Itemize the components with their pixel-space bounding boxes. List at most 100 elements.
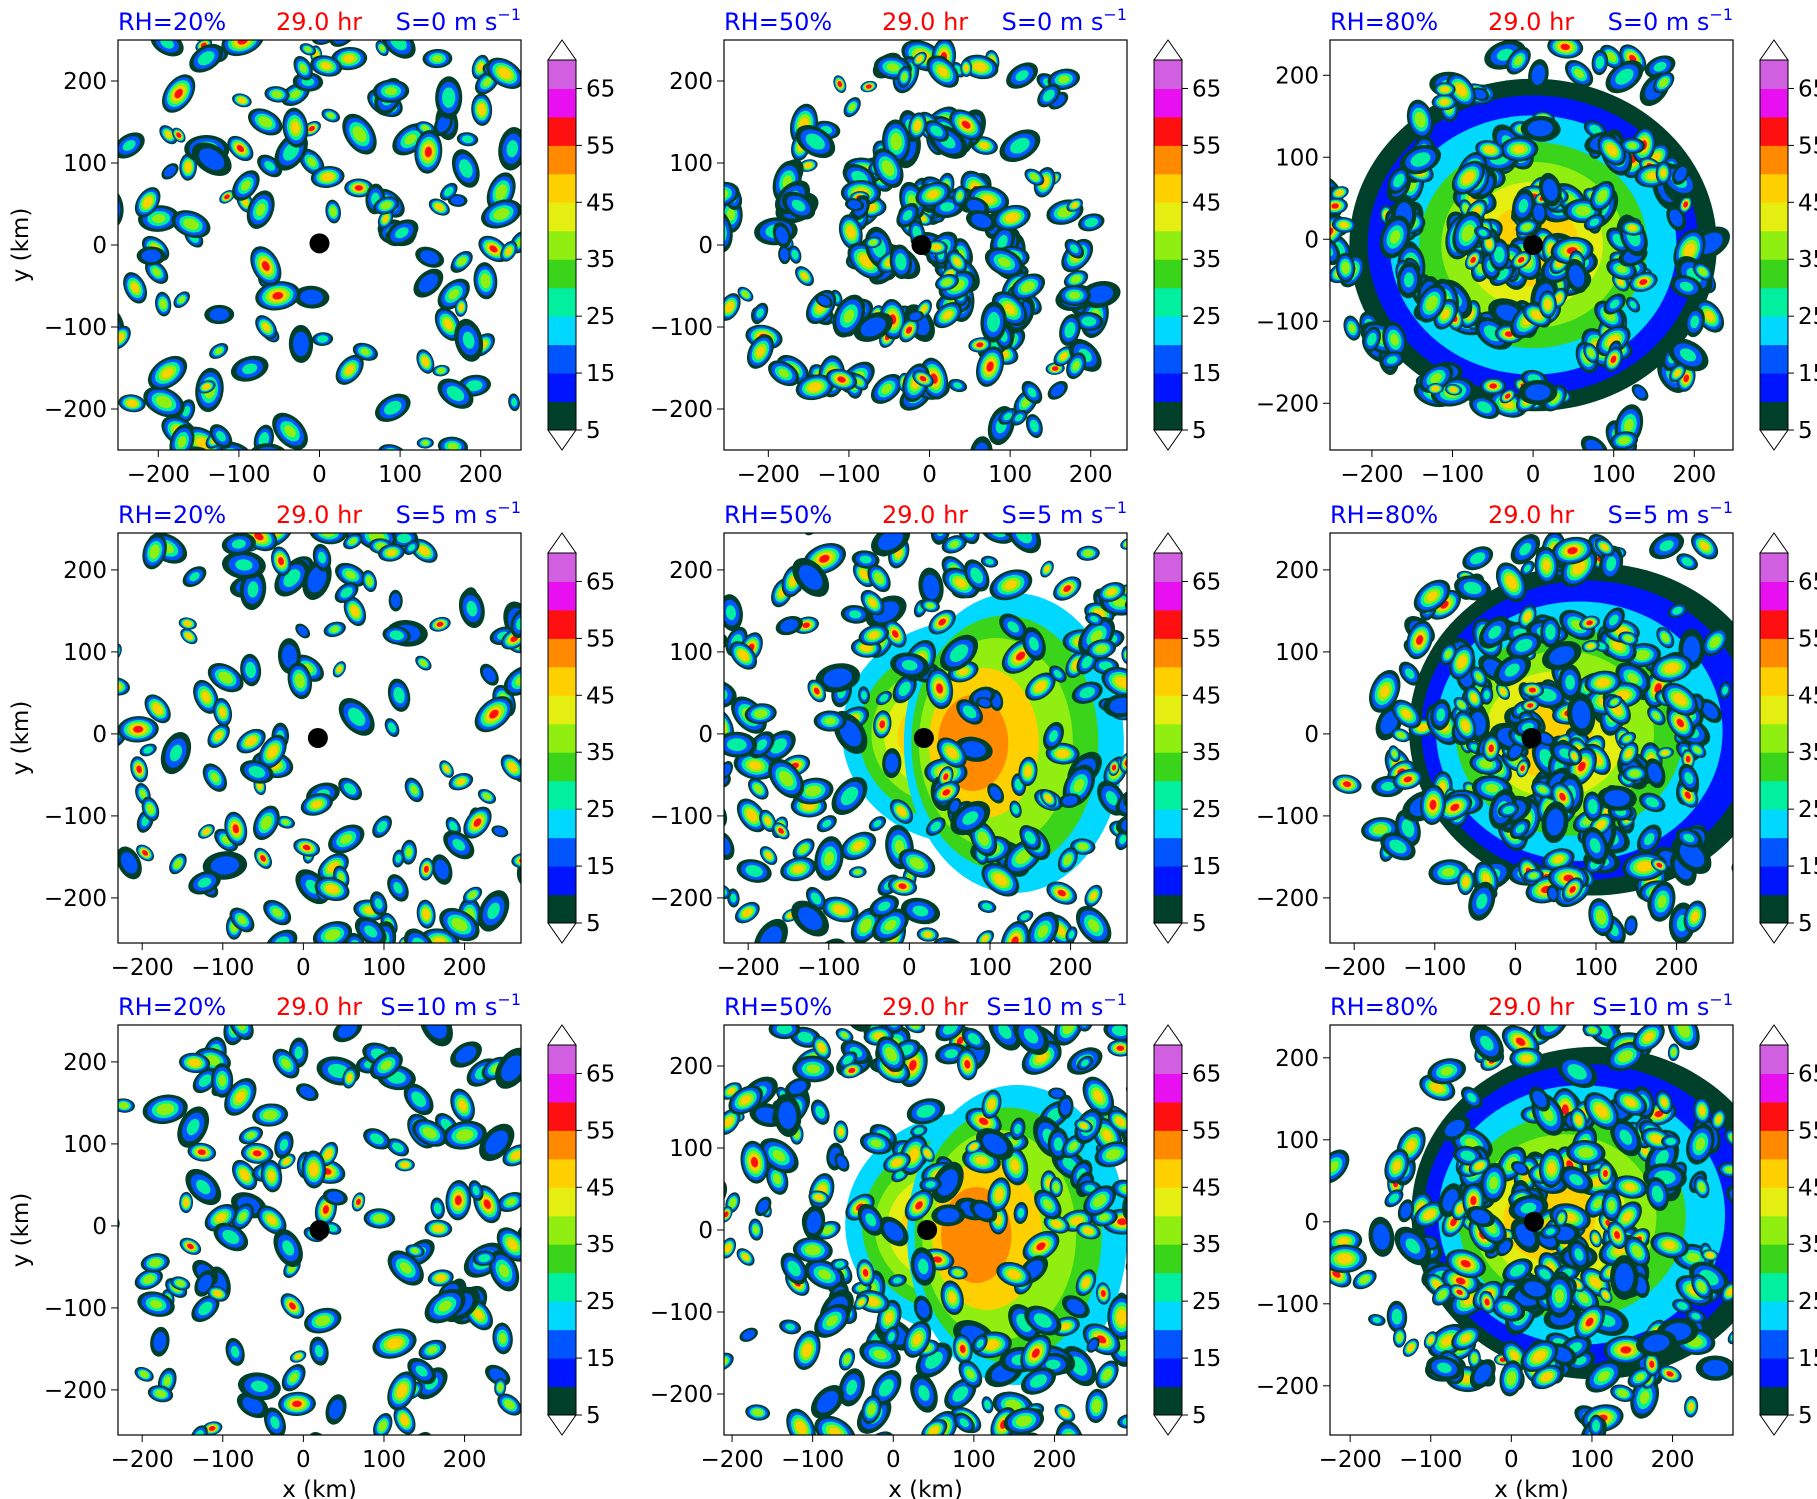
colorbar-segment	[548, 287, 576, 317]
convective-cell	[981, 935, 989, 942]
x-tick-label: 100	[968, 955, 1012, 981]
convective-cell	[261, 261, 270, 271]
colorbar-extend-low	[547, 429, 577, 451]
convective-cell	[1090, 892, 1097, 900]
colorbar-extend-low	[1153, 922, 1183, 944]
convective-cell	[533, 650, 546, 667]
convective-cell	[1335, 189, 1344, 196]
colorbar-segment	[1154, 202, 1182, 232]
convective-cell	[1574, 68, 1584, 79]
convective-cell	[837, 80, 843, 88]
convective-cell	[1403, 272, 1414, 288]
convective-cell	[775, 226, 789, 244]
storm-center-marker	[307, 728, 328, 748]
convective-cell	[218, 671, 233, 684]
convective-cell	[881, 383, 892, 394]
convective-cell	[197, 877, 212, 888]
convective-cell	[987, 311, 1001, 332]
convective-cell	[613, 712, 638, 733]
reflectivity-field	[74, 533, 642, 980]
convective-cell	[314, 943, 332, 962]
convective-cell	[1072, 360, 1080, 371]
convective-cell	[342, 958, 360, 980]
convective-cell	[901, 659, 918, 671]
convective-cell	[791, 249, 799, 260]
convective-cell	[539, 844, 547, 855]
storm-center-marker	[913, 728, 934, 748]
convective-cell	[493, 208, 510, 220]
colorbar-segment	[1760, 202, 1788, 232]
convective-cell	[1015, 961, 1024, 972]
convective-cell	[778, 827, 784, 834]
convective-cell	[916, 55, 923, 63]
convective-cell	[338, 872, 345, 882]
x-tick-label: 200	[1069, 462, 1113, 488]
convective-cell	[958, 668, 968, 676]
convective-cell	[291, 122, 300, 134]
convective-cell	[410, 785, 418, 795]
convective-cell	[162, 368, 173, 378]
convective-cell	[1478, 229, 1488, 237]
convective-cell	[979, 142, 989, 149]
convective-cell	[379, 45, 385, 52]
convective-cell	[1476, 401, 1492, 414]
convective-cell	[756, 308, 764, 318]
convective-cell	[477, 63, 484, 72]
colorbar-segment	[1760, 259, 1788, 289]
convective-cell	[466, 600, 478, 617]
convective-cell	[340, 587, 353, 599]
convective-cell	[833, 904, 847, 915]
convective-cell	[74, 782, 83, 794]
convective-cell	[189, 572, 200, 582]
convective-cell	[621, 719, 630, 727]
convective-cell	[580, 653, 598, 666]
convective-cell	[976, 342, 984, 348]
colorbar-segment	[548, 809, 576, 839]
convective-cell	[395, 227, 409, 239]
convective-cell	[605, 651, 642, 684]
convective-cell	[824, 717, 836, 725]
convective-cell	[902, 210, 913, 221]
convective-cell	[1597, 189, 1608, 203]
convective-cell	[1616, 265, 1627, 274]
convective-cell	[1367, 332, 1377, 346]
convective-cell	[482, 77, 492, 87]
convective-cell	[840, 786, 859, 806]
shear-unit-exponent: −1	[497, 498, 521, 517]
convective-cell	[853, 841, 864, 851]
colorbar-segment	[1154, 894, 1182, 924]
convective-cell	[614, 659, 634, 676]
convective-cell	[461, 135, 474, 144]
convective-cell	[344, 783, 357, 795]
convective-cell	[759, 926, 782, 943]
convective-cell	[1589, 218, 1600, 227]
convective-cell	[927, 190, 939, 199]
colorbar-extend-low	[1153, 429, 1183, 451]
convective-cell	[529, 644, 551, 674]
convective-cell	[741, 290, 750, 298]
convective-cell	[1560, 43, 1570, 51]
convective-cell	[933, 533, 948, 541]
convective-cell	[1462, 171, 1475, 184]
convective-cell	[1095, 644, 1108, 654]
convective-cell	[823, 668, 853, 688]
convective-cell	[1615, 68, 1634, 85]
convective-cell	[1058, 75, 1070, 84]
colorbar-segment	[1154, 752, 1182, 782]
convective-cell	[224, 194, 230, 200]
convective-cell	[384, 400, 402, 415]
convective-cell	[142, 850, 149, 856]
convective-cell	[1044, 565, 1050, 573]
convective-cell	[738, 650, 749, 661]
convective-cell	[1441, 309, 1450, 319]
convective-cell	[299, 63, 307, 73]
convective-cell	[152, 703, 163, 715]
convective-cell	[271, 90, 283, 99]
convective-cell	[1068, 930, 1075, 939]
convective-cell	[350, 605, 360, 617]
convective-cell	[242, 363, 258, 375]
colorbar-segment	[1154, 60, 1182, 89]
x-tick-label: 0	[1526, 462, 1541, 488]
convective-cell	[617, 662, 631, 674]
